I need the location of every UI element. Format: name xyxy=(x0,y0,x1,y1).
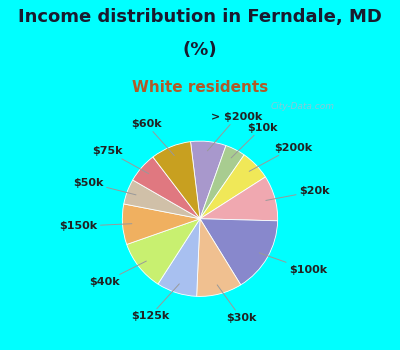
Wedge shape xyxy=(200,177,278,221)
Text: (%): (%) xyxy=(183,41,217,59)
Text: City-Data.com: City-Data.com xyxy=(270,102,334,111)
Wedge shape xyxy=(133,157,200,219)
Text: $20k: $20k xyxy=(266,186,329,201)
Wedge shape xyxy=(124,180,200,219)
Text: $40k: $40k xyxy=(89,261,146,287)
Wedge shape xyxy=(197,219,241,296)
Text: $200k: $200k xyxy=(249,142,312,171)
Text: > $200k: > $200k xyxy=(208,112,262,151)
Wedge shape xyxy=(127,219,200,284)
Text: $10k: $10k xyxy=(231,122,277,158)
Text: $100k: $100k xyxy=(259,253,327,275)
Text: Income distribution in Ferndale, MD: Income distribution in Ferndale, MD xyxy=(18,8,382,26)
Text: $50k: $50k xyxy=(74,178,136,195)
Wedge shape xyxy=(158,219,200,296)
Wedge shape xyxy=(200,219,278,285)
Wedge shape xyxy=(200,146,244,219)
Text: $125k: $125k xyxy=(131,284,179,321)
Wedge shape xyxy=(190,141,226,219)
Text: $30k: $30k xyxy=(217,285,256,323)
Wedge shape xyxy=(153,142,200,219)
Wedge shape xyxy=(200,155,266,219)
Text: $150k: $150k xyxy=(60,221,132,231)
Text: $60k: $60k xyxy=(131,119,174,155)
Text: White residents: White residents xyxy=(132,80,268,95)
Text: $75k: $75k xyxy=(92,146,149,174)
Wedge shape xyxy=(122,204,200,244)
